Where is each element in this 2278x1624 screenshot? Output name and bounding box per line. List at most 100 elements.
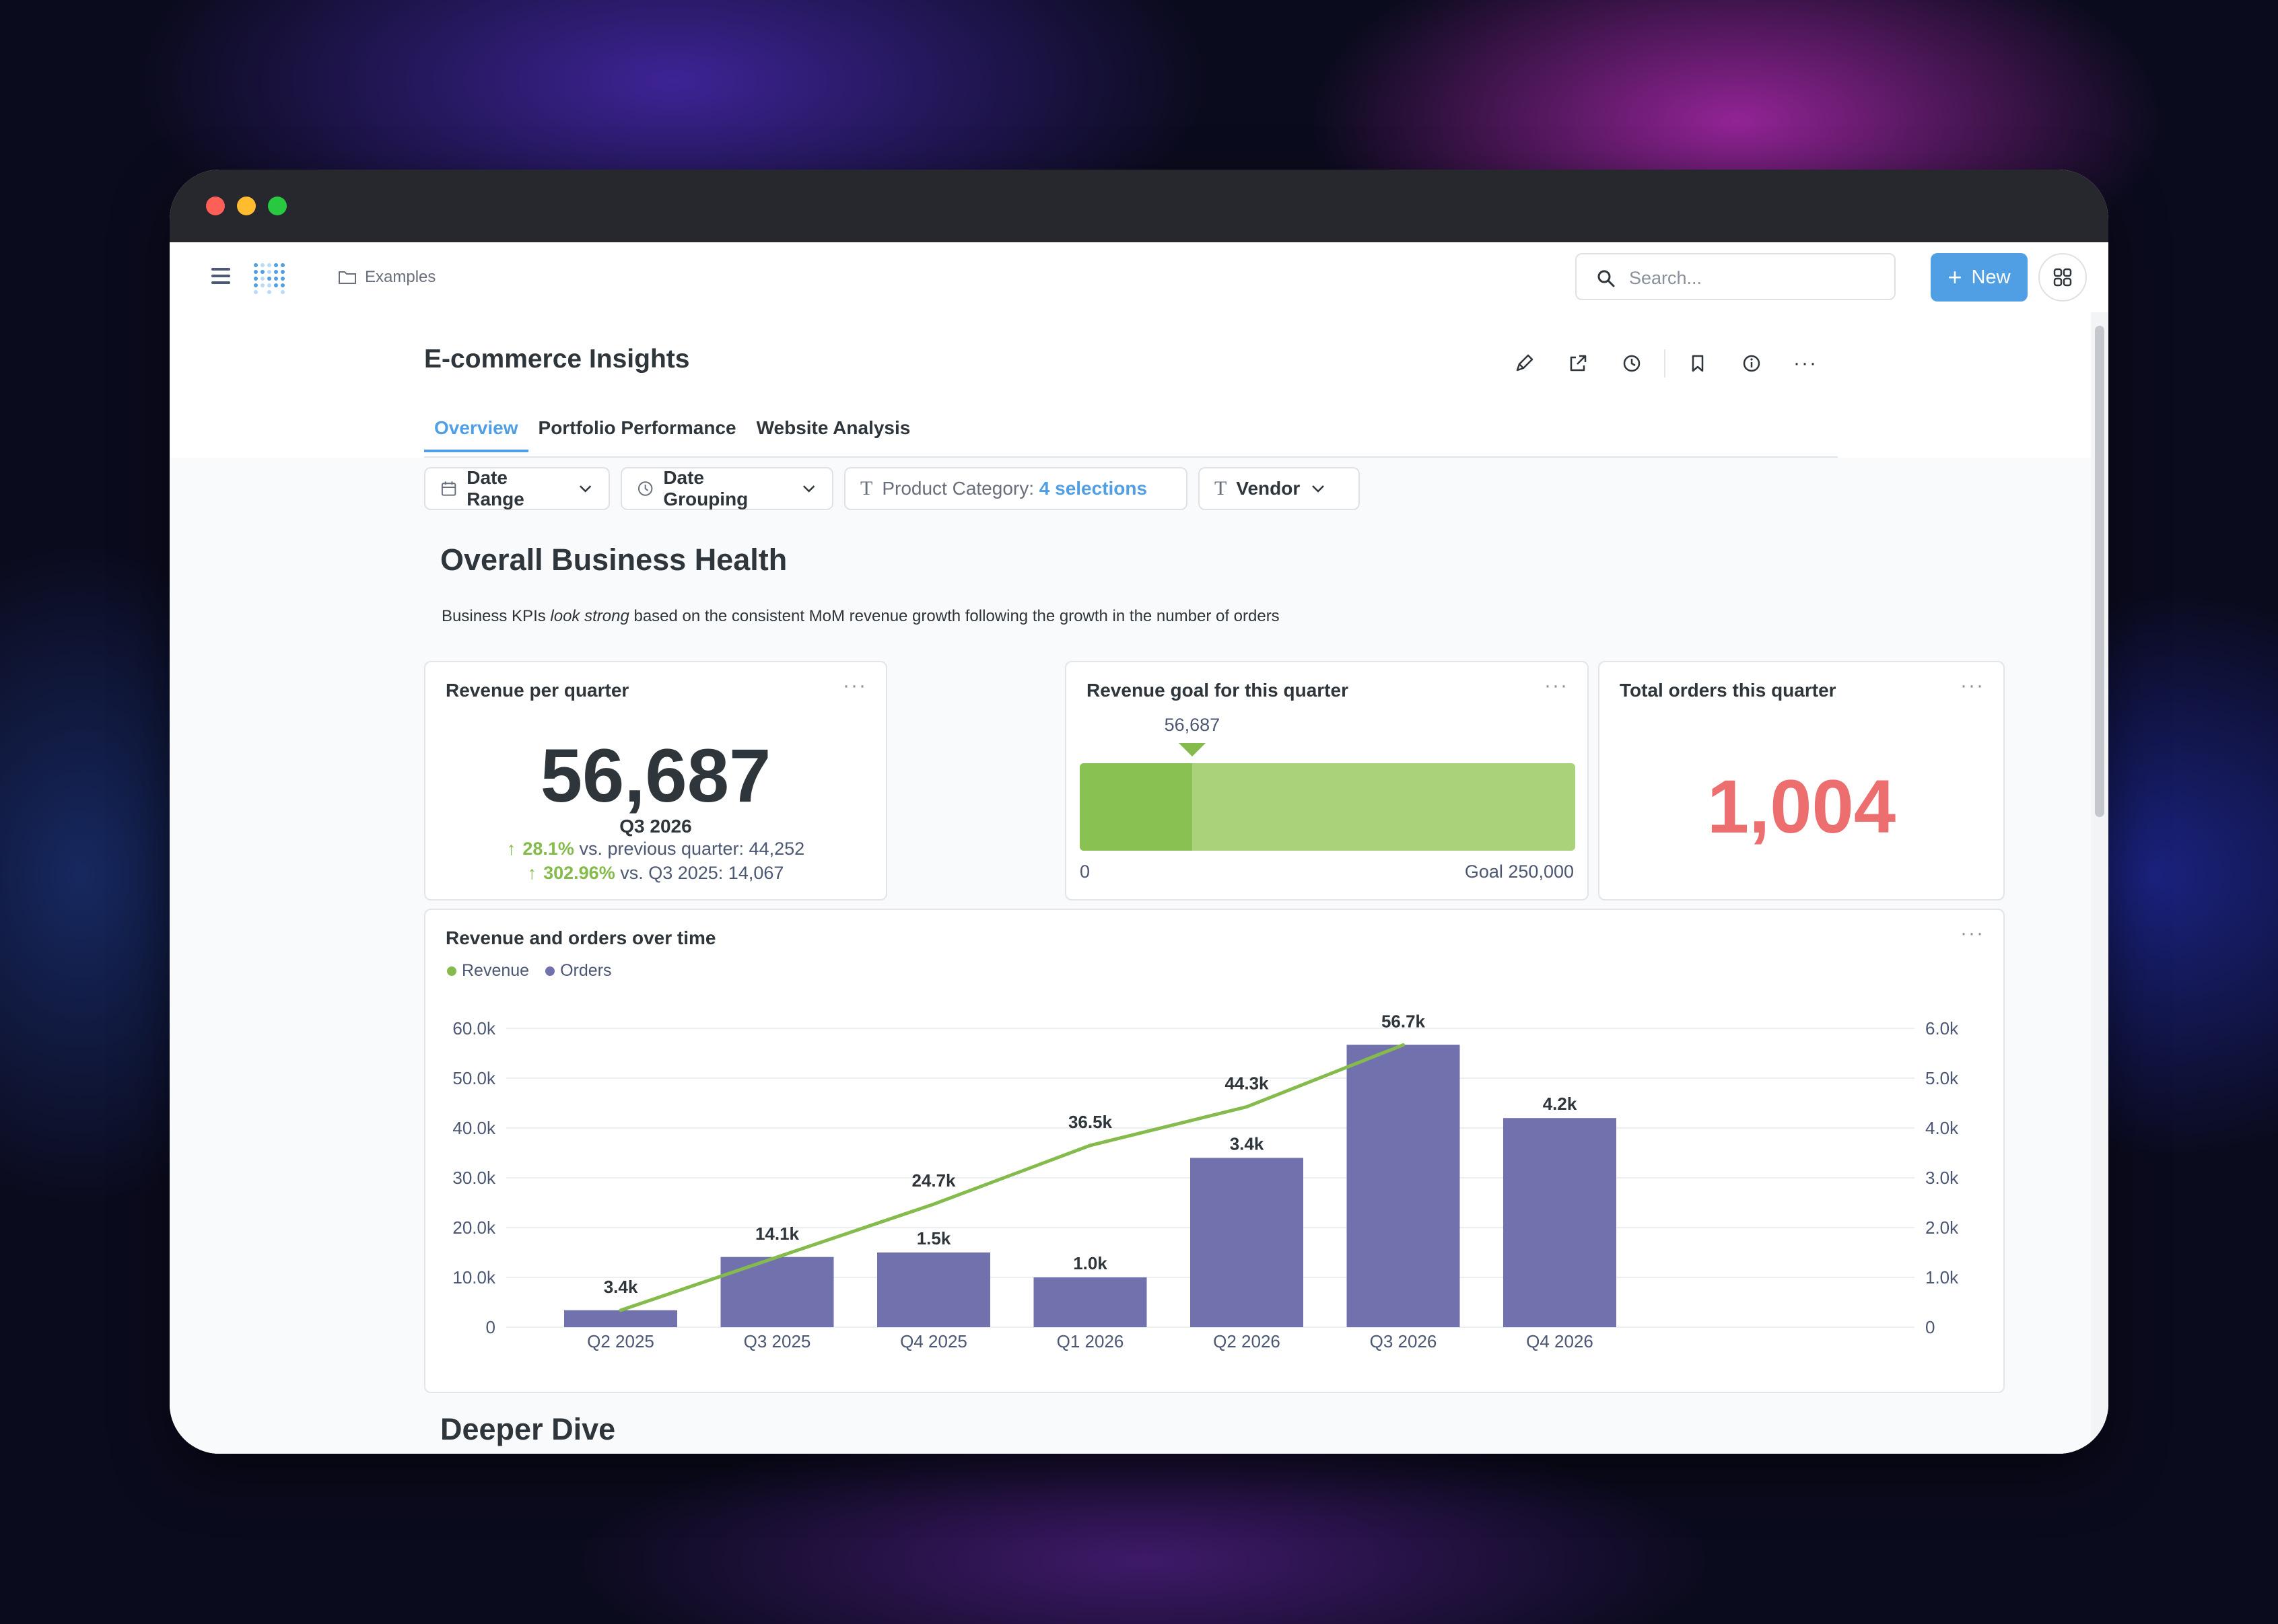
revenue-data-label: 36.5k [1068, 1112, 1113, 1132]
tab-portfolio-performance[interactable]: Portfolio Performance [538, 417, 736, 438]
vertical-scrollbar[interactable] [2091, 312, 2108, 1454]
x-tick-label: Q1 2026 [1057, 1331, 1124, 1351]
card-more-icon[interactable]: ··· [1960, 922, 1984, 944]
tab-overview[interactable]: Overview [424, 417, 528, 452]
scrollbar-thumb[interactable] [2095, 326, 2104, 817]
y-left-tick-label: 30.0k [452, 1168, 496, 1188]
minimize-window-button[interactable] [237, 197, 256, 215]
breadcrumb[interactable]: Examples [338, 268, 436, 287]
chevron-down-icon [1312, 485, 1325, 493]
comparison-previous-year: ↑ 302.96% vs. Q3 2025: 14,067 [425, 863, 886, 884]
arrow-up-icon: ↑ [527, 863, 537, 883]
app-window: Examples + New [170, 170, 2108, 1454]
legend-item-revenue[interactable]: Revenue [447, 961, 529, 981]
revenue-data-label: 44.3k [1224, 1073, 1269, 1094]
filter-bar: Date Range Date Grouping T Product Categ… [424, 467, 1360, 510]
goal-progress-fill [1080, 763, 1192, 851]
x-tick-label: Q3 2026 [1370, 1331, 1437, 1351]
orders-data-label: 4.2k [1543, 1094, 1577, 1114]
card-title: Revenue goal for this quarter [1086, 680, 1348, 701]
bookmark-button[interactable] [1671, 343, 1725, 384]
card-title: Revenue per quarter [446, 680, 629, 701]
product-category-filter[interactable]: T Product Category: 4 selections [844, 467, 1187, 510]
orders-bar [877, 1252, 990, 1327]
orders-data-label: 3.4k [1230, 1133, 1264, 1154]
x-tick-label: Q2 2025 [587, 1331, 654, 1351]
chart-legend: Revenue Orders [447, 961, 611, 981]
section-description: Business KPIs look strong based on the c… [442, 607, 1280, 626]
new-button-label: New [1971, 266, 2011, 288]
y-right-tick-label: 5.0k [1925, 1068, 1959, 1088]
date-grouping-label: Date Grouping [663, 467, 749, 509]
description-text: based on the consistent MoM revenue grow… [629, 607, 1280, 625]
clock-icon [1623, 355, 1641, 372]
y-right-tick-label: 0 [1925, 1317, 1935, 1337]
comparison-percent: 28.1% [522, 839, 574, 859]
y-right-tick-label: 6.0k [1925, 1018, 1959, 1038]
description-emphasis: look strong [550, 607, 629, 625]
vendor-filter[interactable]: T Vendor [1198, 467, 1360, 510]
orders-data-label: 1.5k [917, 1228, 951, 1248]
app-logo-icon[interactable] [250, 258, 288, 296]
orders-bar [1033, 1277, 1147, 1327]
chevron-down-icon [802, 485, 815, 493]
card-more-icon[interactable]: ··· [1960, 674, 1984, 697]
card-more-icon[interactable]: ··· [843, 674, 867, 697]
calendar-icon [441, 481, 456, 496]
y-left-tick-label: 0 [486, 1317, 495, 1337]
menu-icon[interactable] [211, 268, 230, 287]
x-tick-label: Q4 2025 [900, 1331, 967, 1351]
plus-icon: + [1947, 263, 1962, 291]
legend-item-orders[interactable]: Orders [545, 961, 611, 981]
close-window-button[interactable] [206, 197, 225, 215]
goal-progress-track [1080, 763, 1575, 851]
revenue-line [619, 1043, 1405, 1312]
maximize-window-button[interactable] [268, 197, 287, 215]
share-button[interactable] [1551, 343, 1605, 384]
top-navigation: Examples + New [170, 242, 2108, 312]
date-range-filter[interactable]: Date Range [424, 467, 610, 510]
y-left-tick-label: 60.0k [452, 1018, 496, 1038]
orders-bar [1503, 1118, 1616, 1327]
edit-button[interactable] [1497, 343, 1551, 384]
pencil-icon [1516, 354, 1533, 372]
actions-divider [1664, 349, 1665, 378]
tab-website-analysis[interactable]: Website Analysis [756, 417, 911, 438]
y-right-tick-label: 4.0k [1925, 1118, 1959, 1138]
y-right-tick-label: 3.0k [1925, 1168, 1959, 1188]
total-orders-card[interactable]: Total orders this quarter ··· 1,004 [1598, 661, 2005, 901]
search-input[interactable] [1628, 264, 1886, 292]
search-box[interactable] [1575, 253, 1896, 300]
orders-bar [1346, 1045, 1460, 1327]
section-heading: Deeper Dive [440, 1412, 616, 1446]
dashboard-canvas: Date Range Date Grouping T Product Categ… [170, 458, 2091, 1454]
info-button[interactable] [1725, 343, 1779, 384]
revenue-goal-card[interactable]: Revenue goal for this quarter ··· 56,687… [1065, 661, 1589, 901]
product-category-label: Product Category: [882, 478, 1034, 499]
revenue-per-quarter-card[interactable]: Revenue per quarter ··· 56,687 Q3 2026 ↑… [424, 661, 887, 901]
apps-grid-button[interactable] [2038, 253, 2087, 302]
app-content: Examples + New [170, 242, 2108, 1454]
ellipsis-icon: ··· [1793, 352, 1818, 374]
y-left-tick-label: 40.0k [452, 1118, 496, 1138]
revenue-orders-chart-card[interactable]: Revenue and orders over time ··· Revenue… [424, 909, 2005, 1393]
history-button[interactable] [1605, 343, 1659, 384]
card-more-icon[interactable]: ··· [1544, 674, 1568, 697]
orders-data-label: 1.0k [1073, 1253, 1107, 1273]
revenue-value: 56,687 [540, 734, 771, 818]
new-button[interactable]: + New [1931, 253, 2028, 302]
y-left-tick-label: 50.0k [452, 1068, 496, 1088]
revenue-data-label: 56.7k [1381, 1012, 1426, 1032]
folder-icon [339, 271, 356, 284]
goal-marker-icon [1178, 743, 1206, 756]
x-tick-label: Q2 2026 [1213, 1331, 1280, 1351]
y-right-tick-label: 1.0k [1925, 1267, 1959, 1287]
more-actions-button[interactable]: ··· [1779, 343, 1832, 384]
arrow-up-icon: ↑ [506, 839, 516, 859]
date-grouping-filter[interactable]: Date Grouping [621, 467, 833, 510]
grid-icon [2053, 268, 2072, 287]
dashboard-tabs: Overview Portfolio Performance Website A… [424, 417, 920, 452]
y-right-tick-label: 2.0k [1925, 1217, 1959, 1238]
legend-label: Revenue [462, 961, 530, 980]
card-title: Total orders this quarter [1620, 680, 1836, 701]
